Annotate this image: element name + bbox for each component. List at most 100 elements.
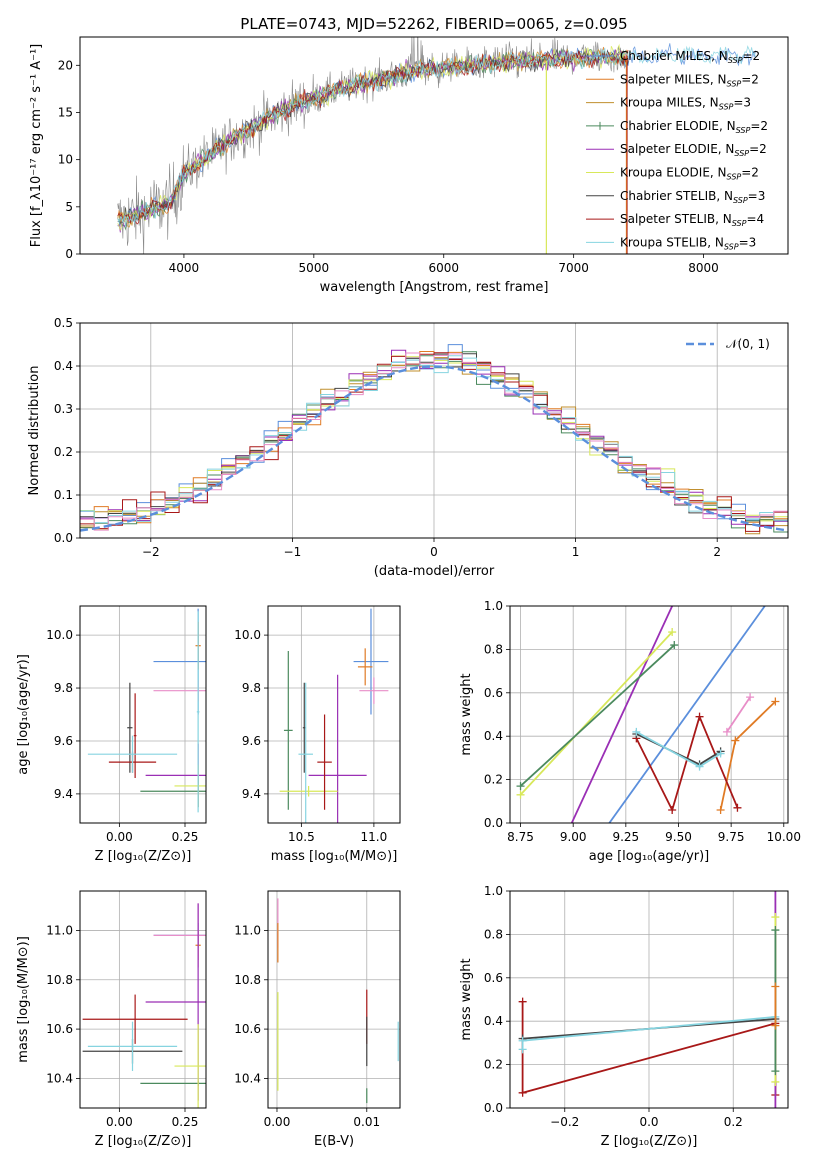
weight-marker (731, 736, 740, 745)
x-tick-label: 0.2 (724, 1115, 743, 1129)
y-tick-label: 0.2 (54, 445, 73, 459)
x-tick-label: 1 (572, 545, 580, 559)
histogram-pink (80, 352, 788, 531)
mass_vs_ebv-errorbars (277, 898, 399, 1104)
x-tick-label: 8.75 (507, 830, 534, 844)
weight-marker (668, 805, 677, 814)
residuals-frame (79, 322, 789, 539)
y-tick-label: 10.0 (234, 628, 261, 642)
weight_vs_Z-frame (509, 890, 789, 1109)
y-tick-label: 20 (58, 58, 73, 72)
x-tick-label: 9.00 (560, 830, 587, 844)
weight-marker (771, 913, 780, 922)
y-tick-label: 9.6 (54, 734, 73, 748)
legend-entry: Chabrier STELIB, NSSP=3 (620, 189, 765, 205)
legend-entry: Salpeter ELODIE, NSSP=2 (620, 142, 767, 158)
y-tick-label: 11.0 (234, 923, 261, 937)
age_vs_mass-axes: 10.5 11.0 9.4 9.6 9.8 10.0 mass [log₁₀(M/M⊙)] (234, 606, 400, 864)
age_vs_Z-frame (79, 605, 207, 824)
y-tick-label: 11.0 (46, 923, 73, 937)
x-tick-label: 9.75 (718, 830, 745, 844)
x-axis-label: age [log₁₀(age/yr)] (589, 849, 710, 864)
x-tick-label: 11.0 (361, 830, 388, 844)
y-tick-label: 0.2 (484, 773, 503, 787)
weight-marker (632, 727, 641, 736)
weight-marker (733, 803, 742, 812)
x-tick-label: 5000 (299, 261, 330, 275)
weight-marker (670, 641, 679, 650)
y-tick-label: 10.8 (46, 973, 73, 987)
weight-marker (771, 1077, 780, 1086)
y-tick-label: 9.8 (54, 681, 73, 695)
y-tick-label: 1.0 (484, 884, 503, 898)
weight-marker (746, 693, 755, 702)
mass_vs_Z-axes: 0.00 0.25 10.4 10.6 10.8 11.0 Z [log₁₀(Z/Z⊙)] m… (16, 891, 206, 1149)
y-axis-label: Flux [f_λ10⁻¹⁷ erg cm⁻² s⁻¹ A⁻¹] (29, 44, 44, 248)
y-tick-label: 0.4 (484, 729, 503, 743)
weight-marker (716, 805, 725, 814)
age_vs_Z-axes: 0.00 0.25 9.4 9.6 9.8 10.0 Z [log₁₀(Z/Z⊙)] age … (16, 606, 206, 864)
legend-entry: 𝒩(0, 1) (726, 337, 770, 351)
spectrum-legend: Chabrier MILES, NSSP=2 Salpeter MILES, NS… (586, 49, 768, 251)
y-tick-label: 0.0 (484, 1101, 503, 1115)
x-axis-label: (data-model)/error (374, 564, 495, 579)
spectrum-model-kroupa_stelib (117, 45, 756, 227)
normal-reference-curve (80, 365, 788, 532)
x-tick-label: 7000 (558, 261, 589, 275)
mass_vs_ebv-frame (267, 890, 401, 1109)
y-tick-label: 0.3 (54, 402, 73, 416)
y-axis-label: mass weight (459, 958, 474, 1040)
weight-line-salpeter_elodie (570, 606, 674, 823)
legend-entry: Kroupa MILES, NSSP=3 (620, 96, 751, 112)
x-tick-label: 0.25 (172, 830, 199, 844)
x-tick-label: 0.0 (639, 1115, 658, 1129)
weight-line-pink (726, 696, 751, 733)
x-tick-label: −1 (284, 545, 302, 559)
y-tick-label: 10.6 (46, 1022, 73, 1036)
x-tick-label: 0.00 (106, 1115, 133, 1129)
y-tick-label: 0.8 (484, 642, 503, 656)
mass_vs_Z-frame (79, 890, 207, 1109)
x-tick-label: 10.00 (767, 830, 801, 844)
y-tick-label: 9.8 (242, 681, 261, 695)
weight-marker (518, 1045, 527, 1054)
age_vs_Z-errorbars (87, 608, 206, 813)
x-axis-label: Z [log₁₀(Z/Z⊙)] (95, 1134, 192, 1149)
x-axis-label: E(B-V) (314, 1134, 354, 1149)
legend-entry: Salpeter STELIB, NSSP=4 (620, 212, 764, 228)
x-tick-label: 4000 (169, 261, 200, 275)
weight-marker (771, 926, 780, 935)
weight-marker (695, 762, 704, 771)
y-tick-label: 10 (58, 153, 73, 167)
y-tick-label: 10.4 (234, 1071, 261, 1085)
y-tick-label: 0.8 (484, 927, 503, 941)
y-axis-label: mass weight (459, 673, 474, 755)
weight-line-salpeter_stelib (635, 714, 739, 813)
weight-marker (518, 997, 527, 1006)
y-axis-label: mass [log₁₀(M/M⊙)] (16, 936, 31, 1063)
x-tick-label: 10.5 (288, 830, 315, 844)
x-tick-label: 0.25 (172, 1115, 199, 1129)
x-tick-label: 0.00 (106, 830, 133, 844)
weight-marker (771, 697, 780, 706)
x-tick-label: −0.2 (550, 1115, 579, 1129)
y-tick-label: 5 (65, 200, 73, 214)
x-tick-label: −2 (142, 545, 160, 559)
y-tick-label: 0.2 (484, 1058, 503, 1072)
weight-line-salpeter_miles (719, 700, 777, 811)
x-tick-label: 0 (430, 545, 438, 559)
spectrum-axes: 4000 5000 6000 7000 8000 0 5 10 15 20 wavelength [… (29, 44, 719, 295)
x-tick-label: 6000 (428, 261, 459, 275)
weight_vs_Z-axes: −0.2 0.0 0.2 0.0 0.2 0.4 0.6 0.8 1.0 Z [log₁₀(Z/Z… (459, 884, 788, 1149)
legend-entry: Chabrier ELODIE, NSSP=2 (620, 119, 768, 135)
weight_vs_age-lines (516, 606, 780, 823)
weight-marker (516, 782, 525, 791)
y-tick-label: 0.1 (54, 488, 73, 502)
weight-marker (518, 1036, 527, 1045)
weight-marker (722, 727, 731, 736)
weight-marker (518, 1088, 527, 1097)
legend-entry: Salpeter MILES, NSSP=2 (620, 72, 759, 88)
y-axis-label: age [log₁₀(age/yr)] (16, 654, 31, 775)
figure-title: PLATE=0743, MJD=52262, FIBERID=0065, z=0… (240, 15, 627, 33)
legend-entry: Kroupa ELODIE, NSSP=2 (620, 166, 759, 182)
